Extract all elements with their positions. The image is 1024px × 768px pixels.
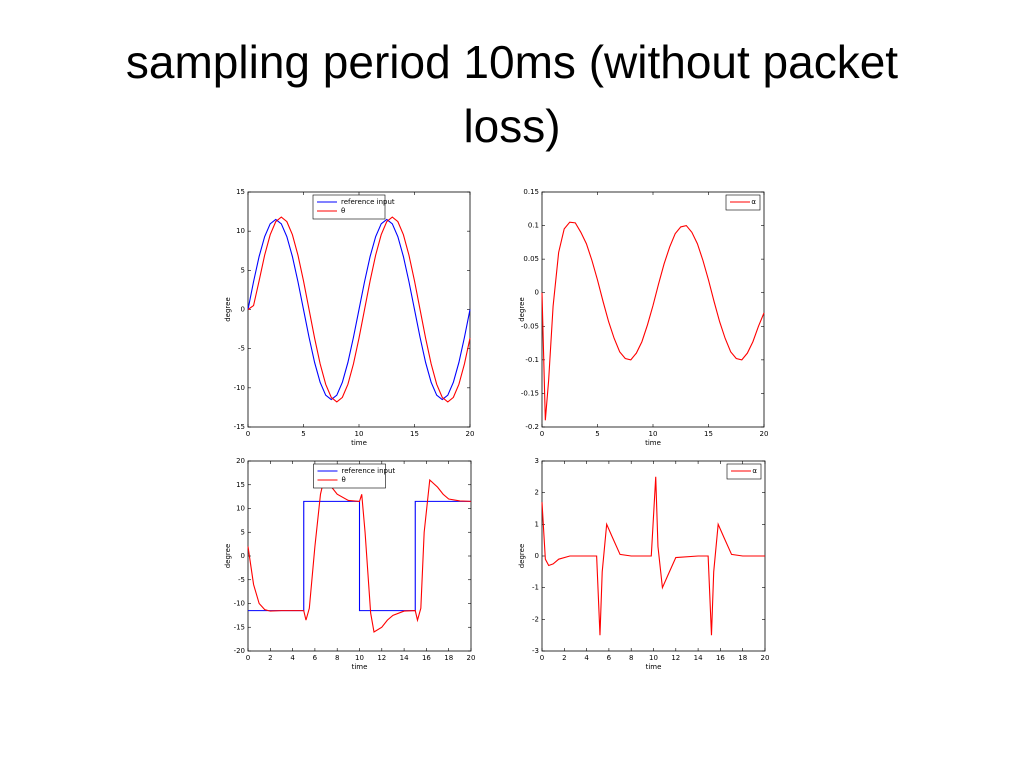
y-tick-label: 2 (535, 489, 539, 497)
x-tick-label: 18 (444, 654, 453, 662)
x-tick-label: 12 (377, 654, 386, 662)
y-tick-label: -5 (238, 576, 245, 584)
y-tick-label: -20 (234, 647, 245, 655)
x-tick-label: 16 (716, 654, 725, 662)
legend-label: α (751, 198, 756, 206)
x-axis-label: time (645, 439, 661, 447)
x-tick-label: 20 (761, 654, 770, 662)
x-axis-label: time (646, 663, 662, 671)
x-tick-label: 15 (704, 430, 713, 438)
y-tick-label: 5 (241, 528, 245, 536)
slide-title: sampling period 10ms (without packet los… (125, 36, 899, 152)
x-tick-label: 0 (246, 654, 250, 662)
x-tick-label: 5 (301, 430, 305, 438)
y-tick-label: -0.1 (525, 356, 539, 364)
y-tick-label: -2 (532, 615, 539, 623)
y-tick-label: -3 (532, 647, 539, 655)
y-tick-label: 0 (241, 552, 245, 560)
x-tick-label: 10 (355, 654, 364, 662)
y-axis-label: degree (518, 544, 526, 569)
legend-label: reference input (341, 198, 395, 206)
y-tick-label: -1 (532, 584, 539, 592)
x-tick-label: 2 (268, 654, 272, 662)
y-tick-label: 0 (535, 289, 539, 297)
y-tick-label: 10 (236, 505, 245, 513)
x-tick-label: 6 (607, 654, 612, 662)
data-line (247, 218, 471, 401)
y-tick-label: -15 (234, 623, 245, 631)
x-tick-label: 8 (335, 654, 339, 662)
chart: 0 5 10 15 20 -0.2 -0.15 -0.1 -0.05 0 0.05 0.1 0.15 ti… (518, 188, 768, 447)
y-axis-label: degree (518, 297, 526, 322)
x-tick-label: 18 (738, 654, 747, 662)
x-tick-label: 10 (649, 430, 658, 438)
x-tick-label: 5 (595, 430, 599, 438)
data-line (541, 476, 765, 636)
x-tick-label: 10 (355, 430, 364, 438)
y-tick-label: -10 (234, 384, 245, 392)
x-tick-label: 14 (694, 654, 703, 662)
x-tick-label: 6 (313, 654, 318, 662)
data-line (247, 478, 472, 633)
y-tick-label: -15 (234, 423, 245, 431)
y-tick-label: 0 (535, 552, 539, 560)
y-axis-label: degree (224, 297, 232, 322)
x-tick-label: 20 (760, 430, 769, 438)
y-tick-label: 15 (236, 188, 245, 196)
y-axis-label: degree (224, 544, 232, 569)
x-tick-label: 0 (540, 654, 544, 662)
x-tick-label: 14 (400, 654, 409, 662)
y-tick-label: 0.05 (523, 255, 539, 263)
y-tick-label: 3 (535, 457, 539, 465)
x-tick-label: 4 (584, 654, 589, 662)
legend-label: θ (341, 207, 345, 215)
y-tick-label: 10 (236, 227, 245, 235)
y-tick-label: 0 (241, 306, 245, 314)
legend-box (313, 463, 386, 489)
legend-label: α (752, 467, 757, 475)
data-line (541, 221, 765, 421)
x-tick-label: 20 (467, 654, 476, 662)
data-line (248, 500, 471, 612)
y-tick-label: -0.2 (525, 423, 539, 431)
x-axis-label: time (351, 439, 367, 447)
chart: 0 2 4 6 8 10 12 14 16 18 20 -20 -15 -10 -5 0 5 10 15 20 time… (224, 457, 475, 671)
x-tick-label: 0 (246, 430, 250, 438)
x-tick-label: 20 (466, 430, 475, 438)
x-tick-label: 2 (562, 654, 566, 662)
y-tick-label: 20 (236, 457, 245, 465)
y-tick-label: -0.15 (521, 389, 539, 397)
chart: 0 5 10 15 20 -15 -10 -5 0 5 10 15 time degree referenc… (224, 188, 474, 447)
data-line (247, 216, 471, 403)
x-axis-label: time (352, 663, 368, 671)
x-tick-label: 4 (290, 654, 295, 662)
plot-frame (541, 191, 765, 428)
legend-label: θ (342, 476, 346, 484)
x-tick-label: 8 (629, 654, 633, 662)
y-tick-label: -0.05 (521, 322, 539, 330)
legend-label: reference input (342, 467, 396, 475)
y-tick-label: 0.1 (528, 222, 539, 230)
y-tick-label: 5 (241, 266, 245, 274)
x-tick-label: 15 (410, 430, 419, 438)
x-tick-label: 10 (649, 654, 658, 662)
y-tick-label: 0.15 (523, 188, 539, 196)
y-tick-label: 1 (535, 520, 539, 528)
x-tick-label: 16 (422, 654, 431, 662)
x-tick-label: 12 (671, 654, 680, 662)
x-tick-label: 0 (540, 430, 544, 438)
legend-box (312, 194, 386, 220)
y-tick-label: 15 (236, 481, 245, 489)
y-tick-label: -10 (234, 600, 245, 608)
y-tick-label: -5 (238, 345, 245, 353)
